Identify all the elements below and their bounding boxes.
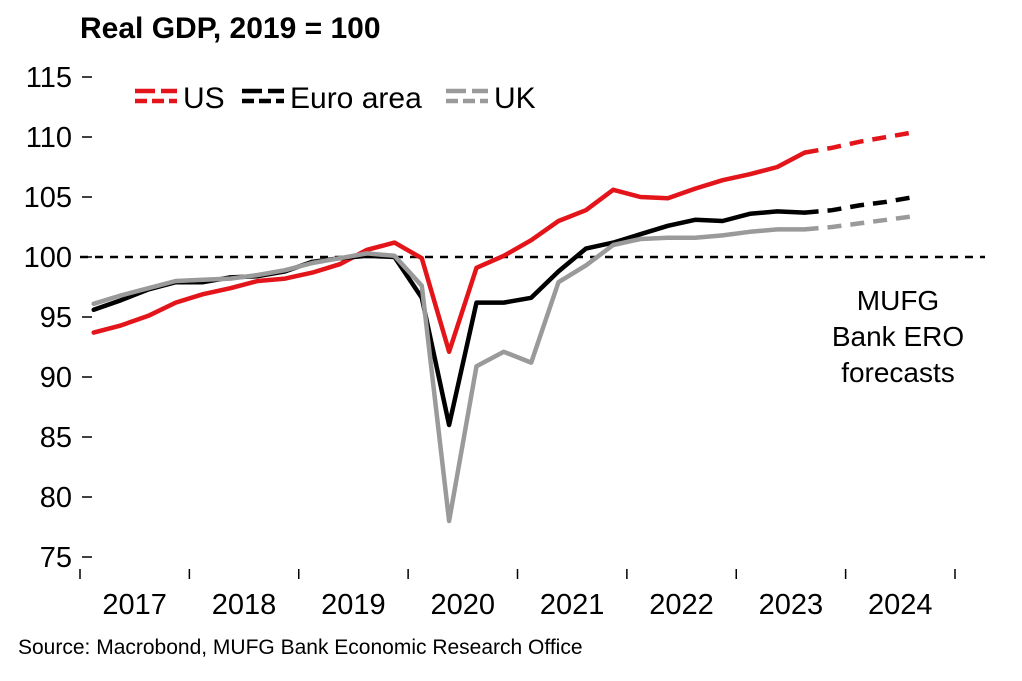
axes: 75 80 85 90 95 100 105 110 115 2017 2018 2019 2020 20… <box>24 62 956 621</box>
y-tick-label: 100 <box>24 242 72 274</box>
chart-title: Real GDP, 2019 = 100 <box>80 12 381 45</box>
series-line-uk <box>91 227 807 524</box>
y-tick-label: 105 <box>24 182 72 214</box>
x-tick-label: 2017 <box>102 589 167 621</box>
x-tick-label: 2023 <box>759 589 824 621</box>
series-line-euro-area <box>91 209 807 428</box>
forecast-note: MUFG Bank ERO forecasts <box>832 285 964 388</box>
legend-label-uk: UK <box>494 82 536 115</box>
y-tick-label: 80 <box>40 482 72 514</box>
x-tick-label: 2019 <box>321 589 386 621</box>
series-forecast-euro-area <box>804 194 915 215</box>
forecast-note-line: forecasts <box>841 357 955 388</box>
x-tick-label: 2021 <box>540 589 605 621</box>
legend-label-euro-area: Euro area <box>290 82 422 115</box>
series-forecast-us <box>804 129 915 155</box>
series-lines <box>91 129 915 524</box>
forecast-note-line: MUFG <box>857 285 939 316</box>
y-tick-label: 90 <box>40 362 72 394</box>
y-tick-label: 75 <box>40 542 72 574</box>
x-tick-label: 2024 <box>868 589 933 621</box>
series-line-us <box>91 150 807 355</box>
y-tick-label: 115 <box>26 62 72 94</box>
x-tick-label: 2020 <box>431 589 496 621</box>
series-forecast-uk <box>804 213 915 232</box>
source-note: Source: Macrobond, MUFG Bank Economic Re… <box>18 636 583 659</box>
x-tick-label: 2022 <box>649 589 714 621</box>
forecast-note-line: Bank ERO <box>832 321 964 352</box>
y-tick-label: 110 <box>26 122 72 154</box>
y-tick-label: 85 <box>40 422 72 454</box>
y-tick-label: 95 <box>40 302 72 334</box>
legend-label-us: US <box>183 82 225 115</box>
legend: US Euro area UK <box>135 82 536 115</box>
x-tick-label: 2018 <box>212 589 277 621</box>
